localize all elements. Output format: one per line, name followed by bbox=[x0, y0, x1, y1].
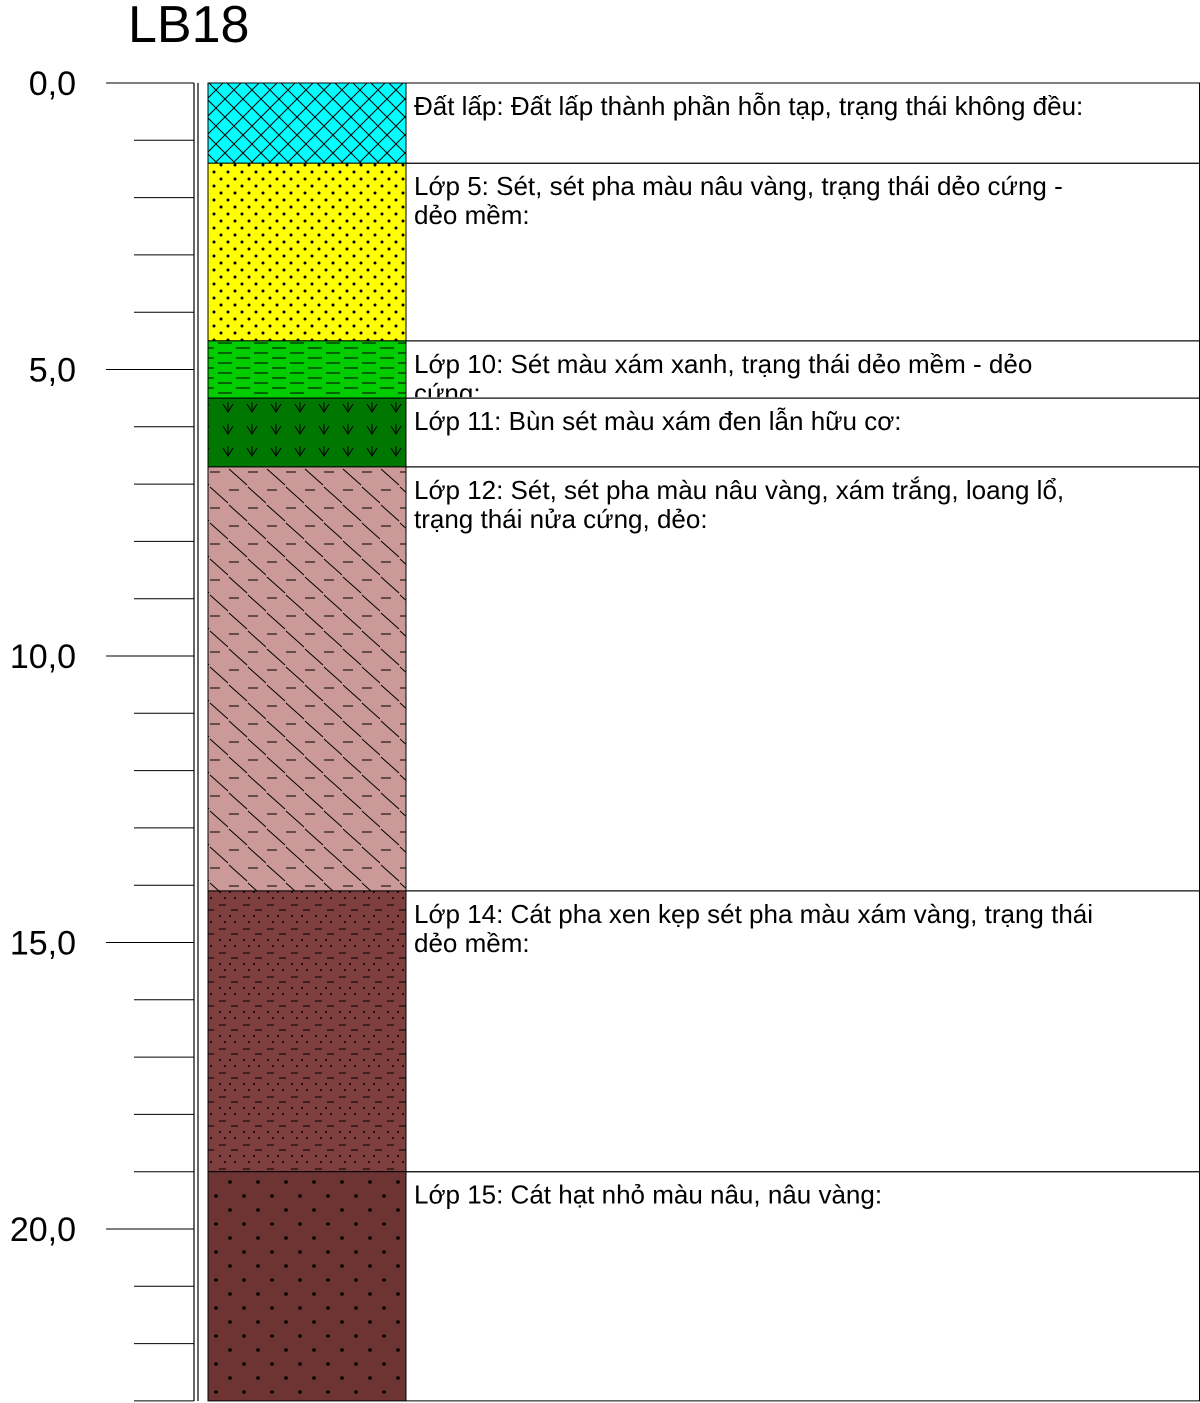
layer-pattern bbox=[207, 340, 407, 399]
layer-column bbox=[207, 82, 407, 1402]
layer-description: Lớp 12: Sét, sét pha màu nâu vàng, xám t… bbox=[414, 475, 1064, 505]
layer-description-line2: dẻo mềm: bbox=[414, 200, 530, 230]
layer-description: Đất lấp: Đất lấp thành phần hỗn tạp, trạ… bbox=[414, 91, 1083, 121]
layer-pattern bbox=[207, 397, 407, 468]
borehole-title: LB18 bbox=[128, 0, 249, 54]
depth-tick-label: 15,0 bbox=[10, 925, 76, 963]
layer-description: Lớp 14: Cát pha xen kẹp sét pha màu xám … bbox=[414, 899, 1093, 929]
layer-description-line2: dẻo mềm: bbox=[414, 928, 530, 958]
depth-axis: 0,0 5,0 10,0 15,0 20,0 bbox=[10, 65, 199, 1402]
layer-description: Lớp 11: Bùn sét màu xám đen lẫn hữu cơ: bbox=[414, 406, 902, 436]
layer-pattern bbox=[207, 1171, 407, 1402]
depth-tick-label: 10,0 bbox=[10, 638, 76, 676]
layer-pattern bbox=[207, 82, 407, 164]
depth-tick-label: 5,0 bbox=[29, 352, 76, 390]
layer-description: Lớp 10: Sét màu xám xanh, trạng thái dẻo… bbox=[414, 349, 1032, 379]
layer-description: Lớp 15: Cát hạt nhỏ màu nâu, nâu vàng: bbox=[414, 1180, 882, 1210]
depth-tick-label: 0,0 bbox=[29, 65, 76, 103]
layer-pattern bbox=[207, 890, 407, 1173]
layer-descriptions: Đất lấp: Đất lấp thành phần hỗn tạp, trạ… bbox=[406, 82, 1200, 1402]
layer-description-line2: trạng thái nửa cứng, dẻo: bbox=[414, 504, 708, 534]
layer-pattern bbox=[207, 162, 407, 342]
layer-description-line2: cứng: bbox=[414, 378, 481, 408]
layer-pattern bbox=[207, 466, 407, 892]
layer-description: Lớp 5: Sét, sét pha màu nâu vàng, trạng … bbox=[414, 171, 1063, 201]
depth-tick-label: 20,0 bbox=[10, 1211, 76, 1249]
